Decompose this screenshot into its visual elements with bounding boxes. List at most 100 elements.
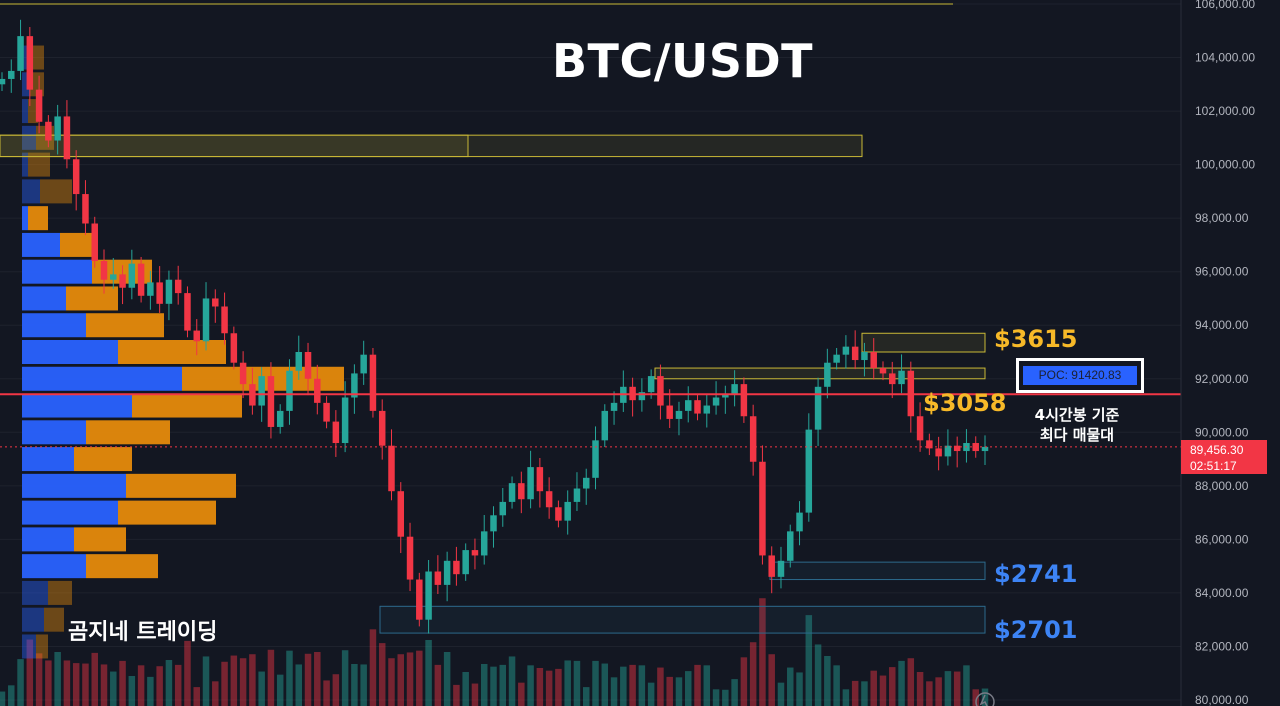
candle-body	[0, 78, 6, 85]
price-tick-label: 104,000.00	[1195, 51, 1255, 65]
candle-body	[582, 477, 590, 489]
volume-bar	[944, 671, 952, 706]
candle-body	[657, 376, 664, 406]
volume-bar	[518, 682, 525, 706]
candle-body	[870, 352, 877, 369]
volume-bar	[657, 667, 664, 706]
candle-body	[749, 416, 757, 462]
candle-body	[824, 362, 831, 387]
volume-bar	[462, 672, 469, 706]
chart-grid	[0, 3, 1181, 701]
volume-bar	[787, 667, 794, 706]
volume-bar	[610, 677, 618, 706]
volume-profile	[22, 45, 344, 659]
profile-bar-orange	[28, 99, 38, 124]
volume-bar	[712, 689, 720, 706]
candle-body	[518, 483, 525, 500]
price-tick-label: 88,000.00	[1195, 479, 1249, 493]
price-tick-label: 86,000.00	[1195, 532, 1249, 546]
price-tick-label: 98,000.00	[1195, 211, 1249, 225]
volume-bar	[249, 654, 256, 706]
profile-bar-orange	[74, 447, 132, 472]
profile-bar-blue	[22, 527, 74, 552]
profile-bar-blue	[22, 500, 118, 525]
profile-bar-orange	[118, 500, 216, 525]
poc-callout: POC: 91420.83	[1016, 358, 1144, 393]
profile-bar-blue	[22, 393, 132, 418]
price-tick-label: 106,000.00	[1195, 0, 1255, 11]
volume-bar	[286, 650, 293, 706]
volume-bar	[295, 664, 303, 706]
current-price-value: 89,456.30	[1190, 443, 1244, 457]
volume-bar	[416, 650, 423, 706]
candle-body	[323, 402, 330, 422]
candle-body	[935, 448, 942, 457]
volume-bar	[193, 687, 200, 706]
current-price-tag[interactable]: 89,456.30 02:51:17	[1181, 440, 1267, 474]
candle-body	[314, 378, 321, 403]
volume-bar	[239, 658, 247, 706]
volume-bar	[480, 664, 488, 706]
volume-bar	[267, 649, 275, 706]
volume-bar	[17, 659, 24, 706]
candle-body	[981, 446, 989, 452]
volume-bar	[110, 671, 117, 706]
candle-body	[490, 515, 497, 532]
candle-body	[239, 362, 247, 385]
volume-bar	[45, 660, 52, 706]
volume-bar	[258, 671, 265, 706]
volume-bar	[54, 652, 61, 706]
candle-body	[684, 400, 692, 411]
candle-body	[416, 579, 423, 620]
volume-bar	[360, 664, 367, 706]
volume-bar	[564, 660, 571, 706]
volume-bar	[499, 664, 507, 706]
candle-body	[499, 501, 507, 516]
volume-bar	[314, 652, 321, 706]
profile-bar-blue	[22, 125, 36, 150]
candle-body	[63, 116, 71, 160]
volume-bar	[369, 629, 377, 706]
candle-body	[944, 445, 952, 457]
candle-body	[267, 376, 275, 427]
volume-bar	[276, 674, 284, 706]
candle-body	[768, 555, 775, 577]
candle-body	[184, 293, 191, 331]
volume-bar	[128, 676, 136, 706]
volume-bar	[824, 656, 831, 706]
volume-bar	[722, 689, 729, 706]
profile-bar-orange	[86, 420, 170, 445]
candle-body	[406, 536, 414, 580]
volume-bar	[0, 691, 6, 706]
profile-bar-blue	[22, 72, 30, 97]
price-tick-label: 84,000.00	[1195, 586, 1249, 600]
candle-body	[388, 445, 395, 492]
profile-bar-blue	[22, 152, 28, 177]
candle-body	[156, 282, 163, 304]
candle-body	[193, 330, 200, 342]
profile-bar-orange	[126, 473, 236, 498]
volume-bar	[453, 684, 460, 706]
profile-bar-orange	[28, 206, 48, 231]
price-tick-label: 90,000.00	[1195, 425, 1249, 439]
candle-body	[731, 384, 738, 395]
candle-body	[128, 263, 136, 288]
volume-bar	[629, 664, 636, 706]
candle-body	[351, 373, 358, 398]
zone-box	[654, 367, 986, 380]
candle-body	[434, 571, 442, 585]
candle-body	[796, 512, 803, 532]
candle-body	[851, 346, 859, 361]
profile-bar-orange	[86, 313, 164, 338]
price-tick-label: 94,000.00	[1195, 318, 1249, 332]
replay-icon[interactable]	[975, 692, 995, 706]
volume-bar	[749, 642, 757, 706]
candle-body	[601, 410, 609, 441]
candle-body	[916, 416, 924, 441]
candle-body	[397, 491, 405, 537]
volume-bar	[184, 640, 191, 706]
volume-bar	[8, 685, 15, 706]
profile-bar-blue	[22, 259, 92, 284]
volume-bar	[851, 680, 859, 706]
